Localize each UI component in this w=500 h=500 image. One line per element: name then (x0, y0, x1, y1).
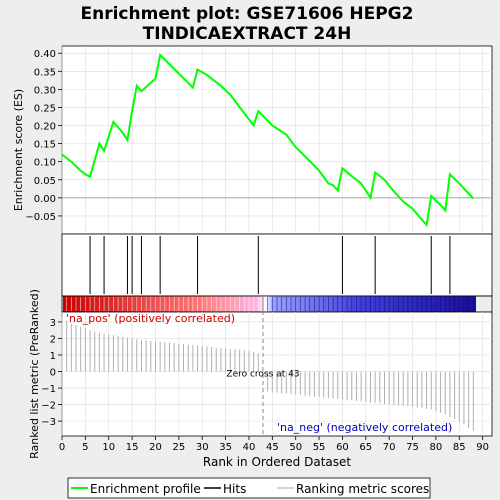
es-y-tick-label: 0.40 (34, 49, 56, 60)
metric-y-tick-label: −2 (41, 401, 56, 412)
x-tick-label: 20 (149, 442, 162, 453)
legend-metric-label: Ranking metric scores (296, 482, 429, 496)
metric-y-tick-label: 1 (50, 351, 56, 362)
heatmap-hit-stripes (61, 297, 474, 311)
hit-markers (89, 236, 451, 294)
es-y-tick-label: 0.10 (34, 158, 56, 169)
es-y-axis-label: Enrichment score (ES) (12, 89, 25, 211)
x-tick-label: 55 (313, 442, 326, 453)
neg-correlated-label: 'na_neg' (negatively correlated) (277, 421, 452, 434)
es-y-tick-label: 0.35 (34, 67, 56, 78)
x-tick-label: 65 (359, 442, 372, 453)
x-tick-label: 0 (59, 442, 65, 453)
x-tick-label: 5 (82, 442, 88, 453)
legend-hits-label: Hits (223, 482, 246, 496)
x-tick-label: 85 (453, 442, 466, 453)
es-panel (61, 45, 493, 235)
metric-y-tick-label: −1 (41, 384, 56, 395)
pos-correlated-label: 'na_pos' (positively correlated) (66, 312, 235, 325)
x-tick-label: 75 (406, 442, 419, 453)
legend-box (67, 477, 431, 499)
x-tick-label: 10 (102, 442, 115, 453)
enrichment-profile-line (61, 52, 475, 228)
x-tick-label: 35 (219, 442, 232, 453)
x-tick-label: 40 (243, 442, 256, 453)
x-tick-label: 80 (430, 442, 443, 453)
legend-enrichment-label: Enrichment profile (90, 482, 201, 496)
x-tick-label: 15 (126, 442, 139, 453)
es-y-tick-label: −0.05 (25, 212, 56, 223)
x-tick-label: 50 (289, 442, 302, 453)
x-tick-label: 25 (172, 442, 185, 453)
chart-title-line2: TINDICAEXTRACT 24H (143, 24, 352, 44)
chart-title-line1: Enrichment plot: GSE71606 HEPG2 (81, 4, 414, 24)
metric-y-axis-label: Ranked list metric (PreRanked) (28, 289, 41, 459)
es-y-tick-label: 0.15 (34, 140, 56, 151)
ranking-metric-bars (61, 316, 474, 432)
x-tick-label: 30 (196, 442, 209, 453)
heatmap-bar (63, 296, 476, 312)
es-y-tick-label: 0.05 (34, 176, 56, 187)
x-axis-label: Rank in Ordered Dataset (203, 455, 351, 469)
metric-y-tick-label: −3 (41, 417, 56, 428)
es-gridlines (61, 46, 492, 234)
x-axis-ticks: 0 5 10 15 20 25 30 35 40 45 50 55 60 65 70 75 80 85 90 (59, 436, 489, 453)
x-tick-label: 70 (383, 442, 396, 453)
es-y-tick-label: 0.00 (34, 194, 56, 205)
metric-y-tick-label: 2 (50, 334, 56, 345)
metric-y-ticks: −3 −2 −1 0 1 2 3 (41, 318, 62, 428)
es-y-tick-label: 0.20 (34, 122, 56, 133)
zero-cross-label: Zero cross at 43 (226, 370, 299, 380)
x-tick-label: 60 (336, 442, 349, 453)
es-y-ticks: −0.05 0.00 0.05 0.10 0.15 0.20 0.25 0.30 0.35 0.4… (25, 49, 62, 223)
metric-y-tick-label: 3 (50, 318, 56, 329)
x-tick-label: 45 (266, 442, 279, 453)
metric-y-tick-label: 0 (50, 368, 56, 379)
es-y-tick-label: 0.25 (34, 103, 56, 114)
hits-panel (61, 233, 493, 297)
x-tick-label: 90 (476, 442, 489, 453)
es-y-tick-label: 0.30 (34, 85, 56, 96)
